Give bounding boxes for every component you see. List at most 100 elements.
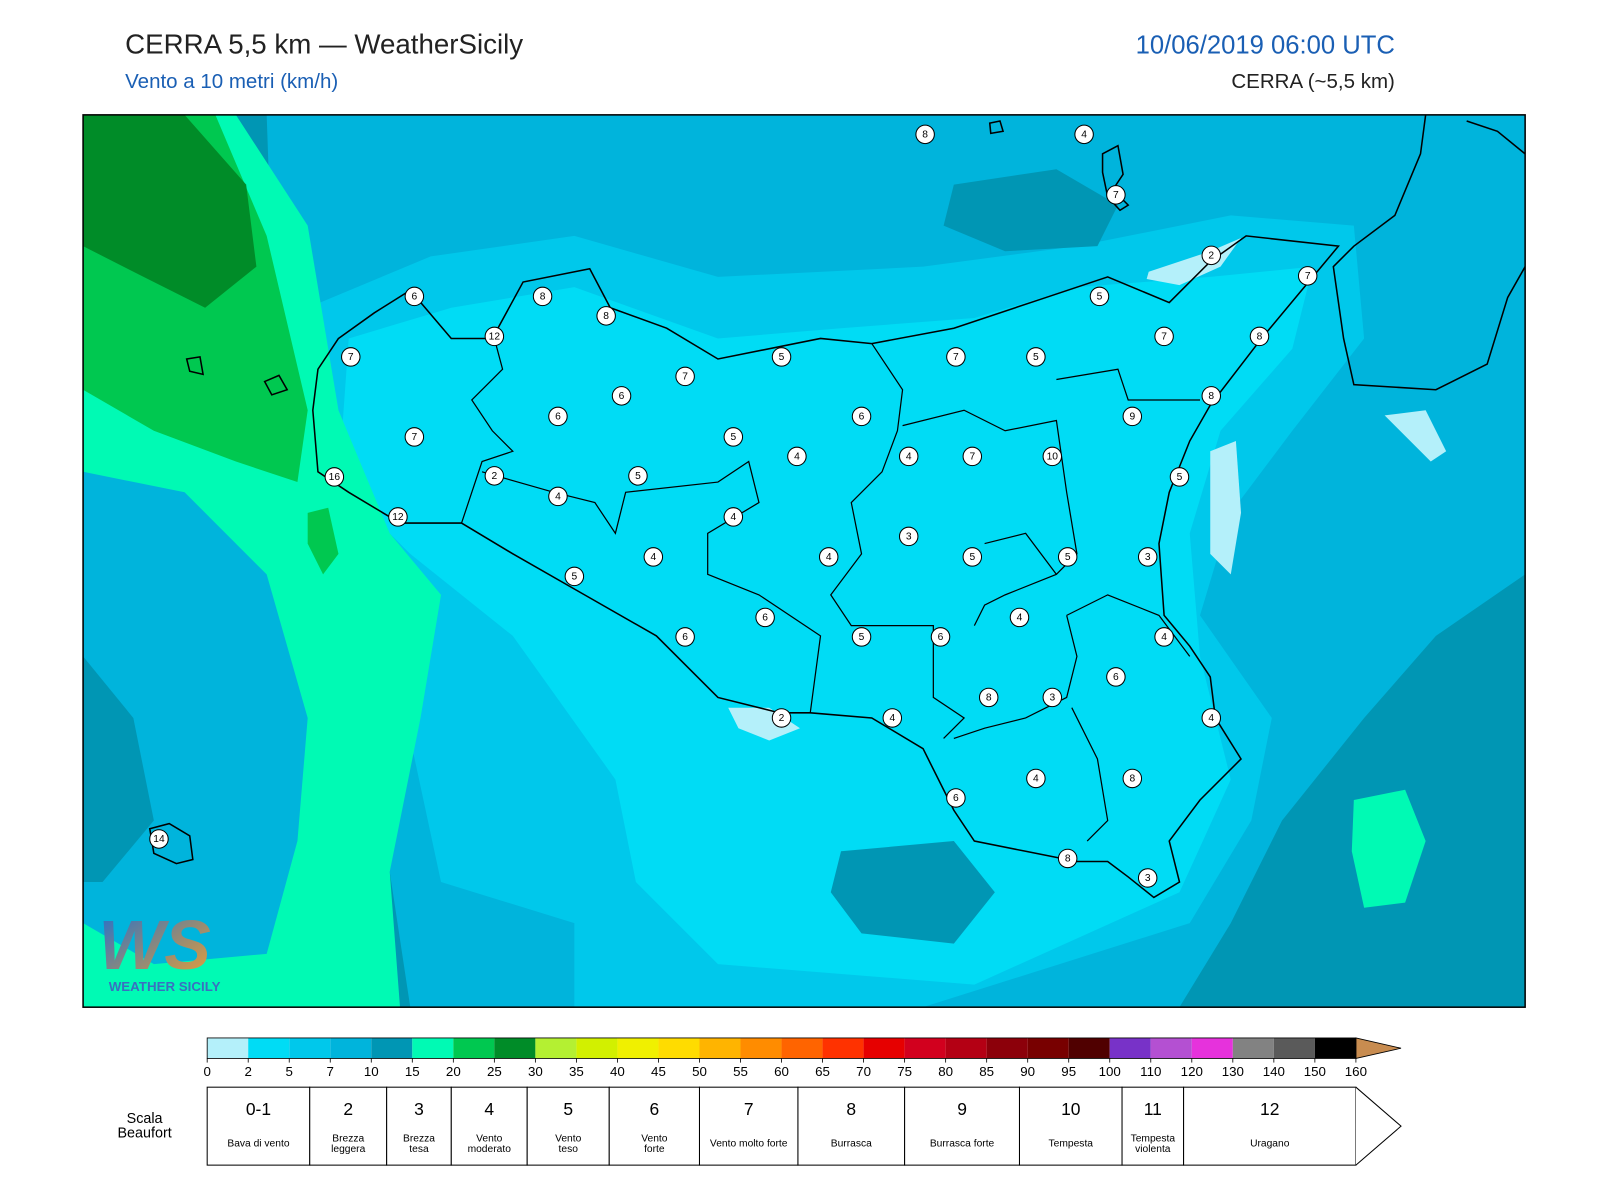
field-band <box>338 266 1313 985</box>
station-value: 12 <box>392 512 404 523</box>
station: 6 <box>404 286 425 307</box>
station: 6 <box>611 386 632 406</box>
station: 4 <box>1154 627 1174 647</box>
station: 5 <box>628 466 648 486</box>
station-value: 7 <box>969 451 975 462</box>
station-value: 6 <box>938 632 944 643</box>
station-value: 4 <box>1033 773 1039 784</box>
colorbar-tick-label: 55 <box>733 1064 748 1079</box>
station-value: 4 <box>1161 632 1167 643</box>
sicily-coast <box>312 235 1340 899</box>
beaufort-number: 10 <box>1061 1099 1081 1119</box>
station-marker <box>611 386 632 406</box>
beaufort-desc-box: Tempesta <box>1049 1139 1093 1149</box>
colorbar-tick-label: 85 <box>979 1064 994 1079</box>
beaufort-desc-box: Brezza leggera <box>331 1134 365 1155</box>
station-value: 5 <box>779 352 785 363</box>
station-value: 4 <box>906 451 912 462</box>
station-marker <box>1154 627 1174 647</box>
beaufort-desc-box: Uragano <box>1250 1139 1289 1149</box>
station: 6 <box>930 627 951 647</box>
station-value: 3 <box>1145 873 1151 884</box>
colorbar-swatch <box>1068 1037 1110 1059</box>
beaufort-desc-box: Burrasca <box>831 1139 872 1149</box>
station: 4 <box>643 547 664 567</box>
beaufort-number: 3 <box>414 1099 424 1119</box>
beaufort-description: Vento molto forte <box>709 1138 788 1150</box>
beaufort-box <box>1121 1086 1185 1166</box>
station-value: 8 <box>1257 331 1263 342</box>
station-value: 7 <box>953 352 959 363</box>
beaufort-desc-box: Vento molto forte <box>709 1138 788 1150</box>
colorbar-swatch <box>1027 1037 1069 1059</box>
station: 5 <box>771 347 792 367</box>
station-marker <box>898 446 919 467</box>
logo-name: WEATHER SICILY <box>109 979 221 994</box>
beaufort-class: 5 Vento teso <box>526 1086 610 1166</box>
station-marker <box>596 306 616 326</box>
station-value: 8 <box>1129 773 1135 784</box>
beaufort-class: 0-1 Bava di vento <box>206 1086 311 1166</box>
station-value: 12 <box>489 331 501 342</box>
beaufort-scale: 0-1 Bava di vento 2 Brezza leggera 3 Brezza t… <box>206 1086 1402 1166</box>
station-value: 6 <box>953 793 959 804</box>
colorbar-tick-label: 15 <box>405 1064 420 1079</box>
station-value: 5 <box>730 432 736 443</box>
beaufort-desc-box: Vento teso <box>555 1133 582 1155</box>
station: 4 <box>1074 124 1094 145</box>
field-patch <box>830 841 995 944</box>
model-label: CERRA (~5,5 km) <box>1231 70 1394 93</box>
station-marker <box>771 347 792 367</box>
beaufort-number: 12 <box>1260 1099 1279 1119</box>
beaufort-class: 6 Vento forte <box>608 1086 700 1166</box>
field-patch <box>943 169 1118 252</box>
station-marker <box>404 427 425 447</box>
field-patch <box>728 707 800 741</box>
station: 6 <box>851 406 872 427</box>
station-marker <box>1297 266 1318 286</box>
station-marker <box>723 507 744 527</box>
beaufort-class: 12 Uragano <box>1183 1086 1357 1166</box>
station-value: 7 <box>348 352 354 363</box>
colorbar-tick-label: 130 <box>1222 1064 1244 1079</box>
beaufort-box <box>206 1086 311 1166</box>
station-marker <box>1122 406 1143 427</box>
station: 6 <box>675 627 695 647</box>
station-marker <box>1154 326 1174 347</box>
beaufort-description: Vento teso <box>555 1133 582 1155</box>
station-value: 5 <box>1065 552 1071 563</box>
station-marker <box>946 347 966 367</box>
beaufort-desc-box: Bava di vento <box>227 1139 289 1149</box>
beaufort-box <box>1183 1086 1357 1166</box>
beaufort-class: 2 Brezza leggera <box>309 1086 388 1166</box>
station-value: 9 <box>1129 411 1135 422</box>
colorbar-swatch <box>986 1037 1028 1059</box>
colorbar-tick-label: 40 <box>610 1064 625 1079</box>
beaufort-box <box>698 1086 799 1166</box>
station-marker <box>1057 547 1078 567</box>
station-value: 5 <box>1033 352 1039 363</box>
station-marker <box>1201 386 1222 406</box>
colorbar-swatch <box>576 1037 618 1059</box>
colorbar-tick-label: 35 <box>569 1064 584 1079</box>
station: 5 <box>723 427 744 447</box>
station-marker <box>1201 245 1222 266</box>
station-marker <box>723 427 744 447</box>
colorbar-swatch <box>863 1037 905 1059</box>
beaufort-number: 2 <box>343 1099 353 1119</box>
beaufort-box <box>450 1086 528 1166</box>
station-value: 16 <box>329 472 341 483</box>
wind-field <box>83 114 1526 1008</box>
colorbar-swatch <box>1191 1037 1233 1059</box>
station-marker <box>1201 708 1222 728</box>
station: 12 <box>388 507 408 527</box>
station-value: 2 <box>1208 250 1214 261</box>
field-patch <box>1210 441 1242 575</box>
beaufort-description: Burrasca forte <box>929 1138 995 1150</box>
colorbar-tick-label: 45 <box>651 1064 666 1079</box>
beaufort-class: 9 Burrasca forte <box>904 1086 1020 1166</box>
station-marker <box>755 607 775 628</box>
station-marker <box>882 708 903 728</box>
beaufort-number: 7 <box>744 1099 754 1119</box>
